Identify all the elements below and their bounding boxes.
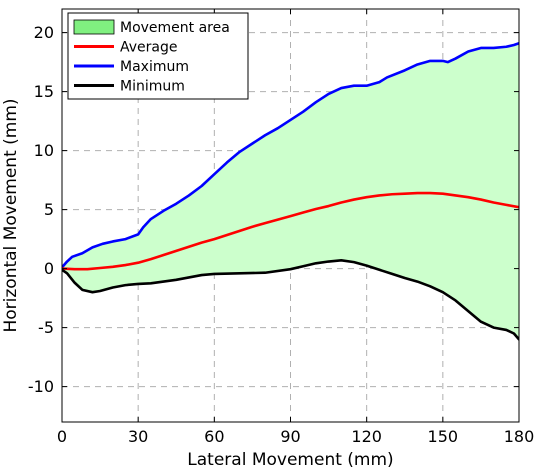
x-tick-label: 120 — [351, 427, 382, 446]
legend-label: Minimum — [120, 79, 185, 95]
movement-area — [62, 43, 519, 340]
y-axis-title: Horizontal Movement (mm) — [1, 98, 21, 332]
x-tick-label: 60 — [204, 427, 224, 446]
x-tick-label: 90 — [280, 427, 300, 446]
y-tick-label: -5 — [38, 318, 54, 337]
y-tick-label: 5 — [44, 200, 54, 219]
legend-label: Maximum — [120, 59, 189, 75]
y-tick-label: 0 — [44, 259, 54, 278]
x-axis-title: Lateral Movement (mm) — [187, 450, 393, 470]
series-group — [62, 41, 519, 341]
x-tick-label: 180 — [504, 427, 535, 446]
y-tick-label: -10 — [28, 377, 54, 396]
legend-label: Average — [120, 40, 178, 56]
plot-area — [62, 41, 519, 341]
legend-label: Movement area — [120, 20, 230, 36]
y-tick-label: 10 — [34, 141, 54, 160]
series-line-minimum — [62, 259, 519, 341]
series-line-average — [62, 191, 519, 271]
x-tick-label: 0 — [57, 427, 67, 446]
series-line-maximum — [62, 41, 519, 269]
legend-swatch-area — [73, 19, 115, 35]
legend: Movement area Average Maximum Minimum — [67, 12, 249, 100]
y-tick-label: 20 — [34, 23, 54, 42]
x-tick-label: 30 — [128, 427, 148, 446]
axes: 0 30 60 90 120 150 180 -10 -5 0 5 10 15 20 — [28, 8, 535, 446]
y-tick-label: 15 — [34, 82, 54, 101]
x-tick-label: 150 — [428, 427, 459, 446]
